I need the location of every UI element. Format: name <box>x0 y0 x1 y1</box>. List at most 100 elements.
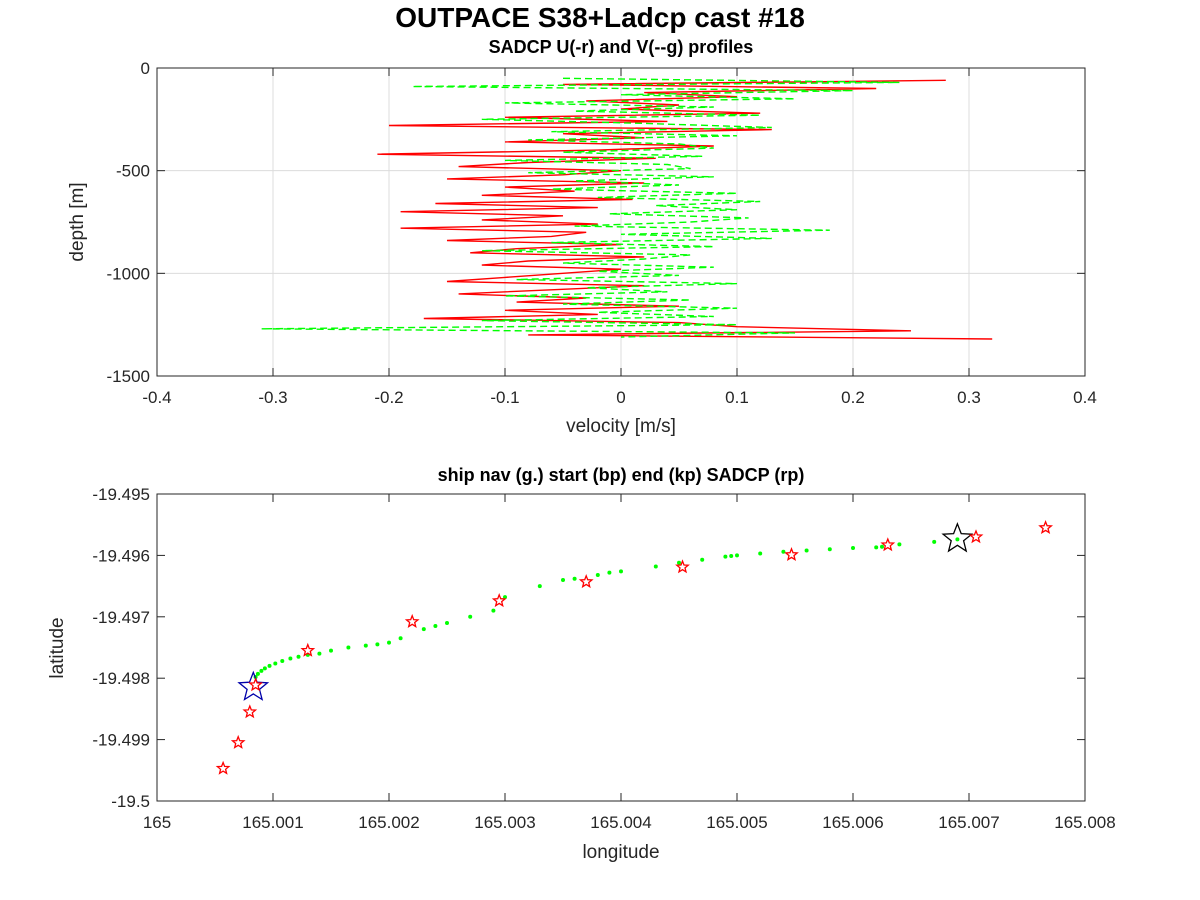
nav-point <box>255 671 260 676</box>
nav-point <box>267 663 272 668</box>
y-tick-label: -19.498 <box>92 669 150 688</box>
figure-title: OUTPACE S38+Ladcp cast #18 <box>395 2 805 33</box>
nav-point <box>723 554 728 559</box>
y-tick-label: -19.496 <box>92 546 150 565</box>
x-tick-label: 0.4 <box>1073 388 1097 407</box>
nav-point <box>346 645 351 650</box>
x-tick-label: -0.4 <box>142 388 171 407</box>
nav-point <box>317 651 322 656</box>
nav-point <box>561 577 565 582</box>
x-tick-label: 165.008 <box>1054 813 1115 832</box>
nav-point <box>445 620 449 625</box>
nav-point <box>433 624 438 629</box>
nav-point <box>280 659 285 664</box>
nav-point <box>653 564 658 569</box>
nav-point <box>804 548 809 553</box>
nav-point <box>503 595 507 600</box>
sadcp-star <box>578 573 594 589</box>
nav-point <box>880 544 884 549</box>
profile-plot-series <box>261 77 993 340</box>
y-tick-label: -19.5 <box>111 792 150 811</box>
nav-plot: ship nav (g.) start (bp) end (kp) SADCP … <box>47 465 1116 863</box>
nav-point <box>897 542 902 547</box>
nav-point <box>874 545 879 550</box>
nav-point <box>851 546 855 551</box>
x-tick-label: 165 <box>143 813 171 832</box>
profile-plot-grid <box>156 67 1086 377</box>
y-tick-label: -1500 <box>107 367 150 386</box>
nav-point <box>387 640 391 645</box>
nav-point <box>329 648 333 653</box>
nav-point <box>955 537 960 542</box>
sadcp-star <box>1038 520 1054 535</box>
start-star <box>237 670 270 701</box>
profile-plot-y-ticks: 0 -500 -1000 -1500 <box>107 59 1085 386</box>
x-tick-label: 0 <box>616 388 625 407</box>
x-tick-label: 165.006 <box>822 813 883 832</box>
nav-point <box>491 608 496 613</box>
sadcp-star <box>215 760 231 775</box>
nav-point <box>537 584 542 589</box>
series-line-v <box>261 77 900 338</box>
nav-point <box>375 642 380 647</box>
nav-plot-y-ticks: -19.495 -19.496 -19.497 -19.498 -19.499 -19.5 <box>92 485 1085 811</box>
y-tick-label: -19.497 <box>92 608 150 627</box>
nav-point <box>735 553 739 558</box>
nav-point <box>572 576 577 581</box>
sadcp-star <box>968 529 984 544</box>
nav-plot-title: ship nav (g.) start (bp) end (kp) SADCP … <box>438 465 805 485</box>
x-tick-label: 0.1 <box>725 388 749 407</box>
sadcp-star <box>230 734 246 749</box>
profile-plot-title: SADCP U(-r) and V(--g) profiles <box>489 37 754 57</box>
nav-plot-frame <box>156 493 1086 802</box>
nav-plot-ylabel: latitude <box>47 617 68 678</box>
end-star <box>941 522 974 553</box>
nav-point <box>259 668 264 673</box>
nav-point <box>619 569 623 574</box>
x-tick-label: 165.001 <box>242 813 303 832</box>
nav-plot-series <box>215 520 1054 775</box>
sadcp-star <box>491 592 507 608</box>
x-tick-label: 165.004 <box>590 813 651 832</box>
nav-plot-xlabel: longitude <box>582 842 659 863</box>
nav-point <box>781 549 786 554</box>
nav-point <box>607 570 612 575</box>
nav-point <box>363 643 368 648</box>
nav-point <box>468 614 473 619</box>
nav-point <box>932 539 937 544</box>
nav-point <box>273 661 278 666</box>
nav-point <box>700 557 705 562</box>
nav-point <box>827 547 832 552</box>
x-tick-label: 0.3 <box>957 388 981 407</box>
sadcp-star <box>404 613 420 629</box>
nav-point <box>398 636 403 641</box>
x-tick-label: 165.007 <box>938 813 999 832</box>
y-tick-label: -500 <box>116 162 150 181</box>
sadcp-star <box>784 546 799 562</box>
profile-plot-x-ticks: -0.4 -0.3 -0.2 -0.1 0 0.1 0.2 0.3 0.4 <box>142 68 1097 407</box>
sadcp-star <box>880 537 896 552</box>
x-tick-label: -0.1 <box>490 388 519 407</box>
nav-point <box>288 656 293 661</box>
nav-point <box>296 654 301 659</box>
x-tick-label: 0.2 <box>841 388 865 407</box>
y-tick-label: 0 <box>141 59 150 78</box>
sadcp-star <box>248 677 263 692</box>
y-tick-label: -19.495 <box>92 485 150 504</box>
profile-plot: SADCP U(-r) and V(--g) profiles -0.4 -0.3… <box>67 37 1097 437</box>
nav-point <box>677 560 681 565</box>
sadcp-star <box>300 642 316 657</box>
profile-plot-ylabel: depth [m] <box>67 182 88 261</box>
x-tick-label: 165.005 <box>706 813 767 832</box>
x-tick-label: 165.003 <box>474 813 535 832</box>
nav-point <box>421 627 426 632</box>
profile-plot-xlabel: velocity [m/s] <box>566 416 676 437</box>
y-tick-label: -1000 <box>107 264 150 283</box>
nav-point <box>758 551 763 556</box>
nav-point <box>595 573 600 578</box>
nav-point <box>262 666 267 671</box>
nav-point <box>729 554 734 559</box>
nav-plot-x-ticks: 165 165.001 165.002 165.003 165.004 165.005 16… <box>143 494 1116 832</box>
x-tick-label: -0.2 <box>374 388 403 407</box>
